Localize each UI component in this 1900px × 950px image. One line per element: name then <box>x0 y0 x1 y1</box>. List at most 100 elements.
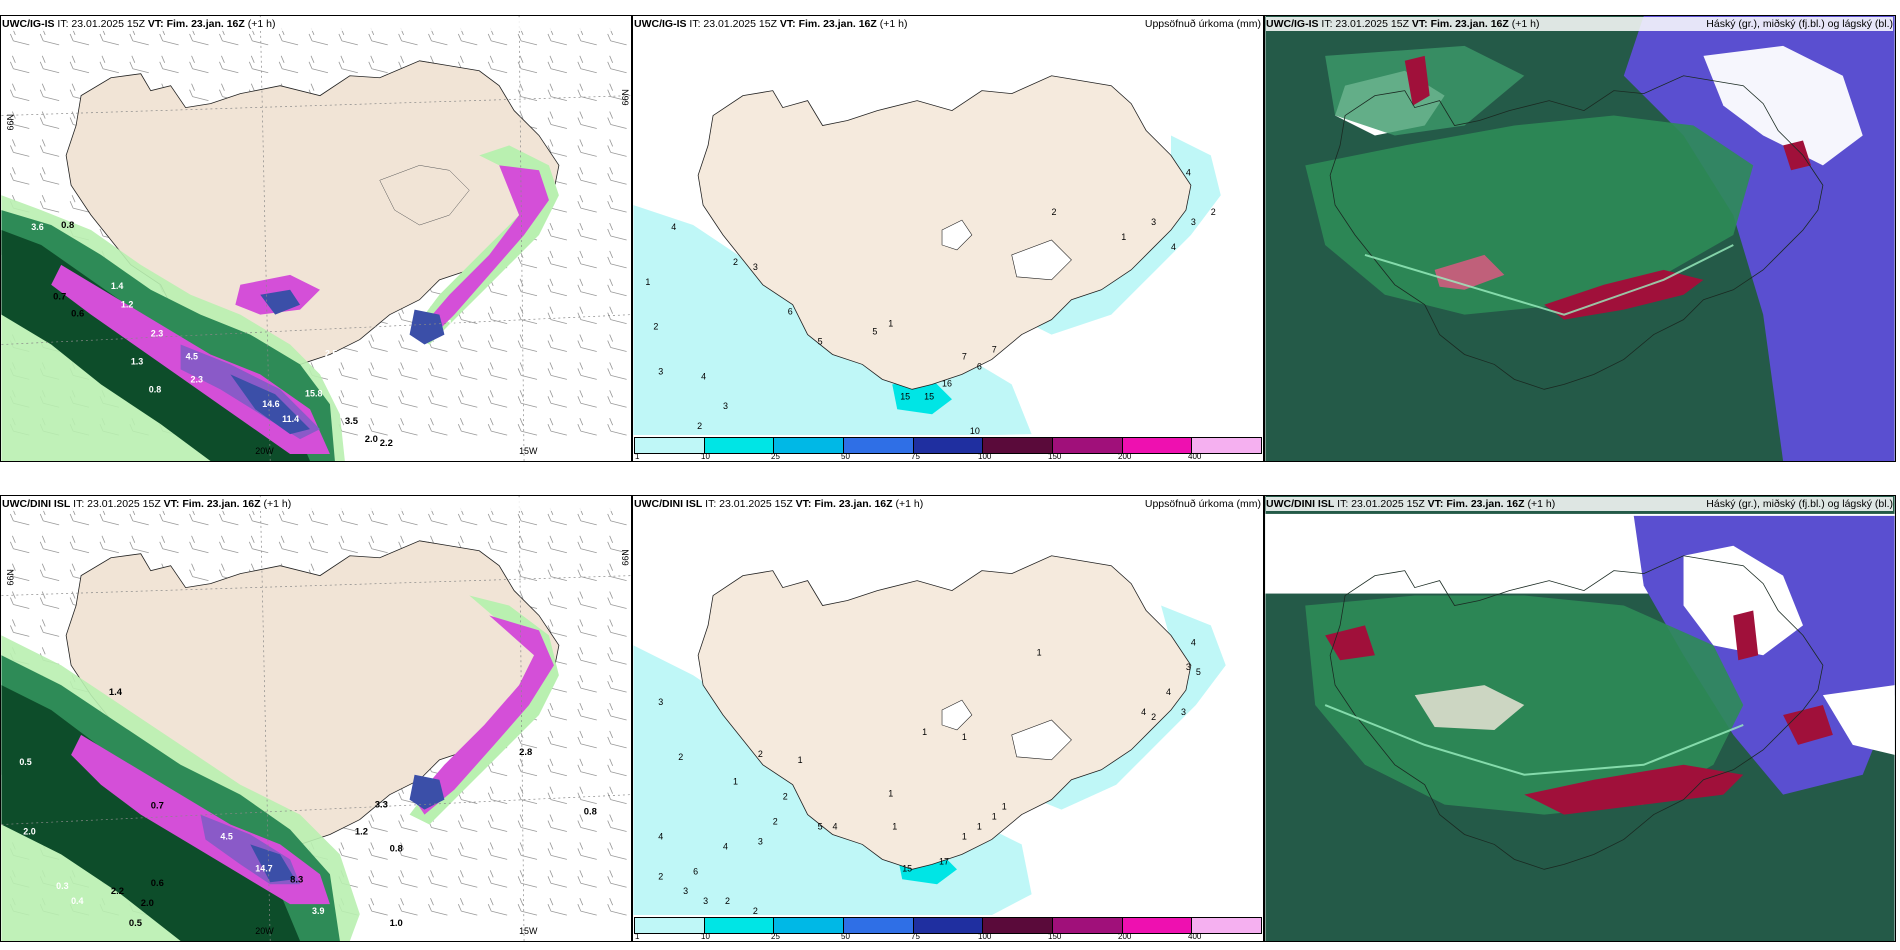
wind-barb-icon <box>607 418 627 436</box>
wind-barb-icon <box>99 535 119 554</box>
wind-barb-icon <box>428 870 448 888</box>
wind-barb-icon <box>398 418 418 436</box>
precip-value: 5 <box>818 337 823 347</box>
wind-barb-icon <box>129 55 149 74</box>
snow-value: 0.6 <box>151 878 164 889</box>
wind-barb-icon <box>547 83 567 102</box>
snow-value: 14.7 <box>255 863 272 873</box>
wind-barb-icon <box>487 842 508 860</box>
lat-label-66n: 66N <box>5 569 15 585</box>
wind-barb-icon <box>39 167 60 185</box>
precip-value: 1 <box>888 789 893 799</box>
panel-header: UWC/IG-IS IT: 23.01.2025 15Z VT: Fim. 23… <box>2 17 629 31</box>
valid-time: Fim. 23.jan. 16Z <box>814 498 893 510</box>
colorbar-tick: 25 <box>771 452 780 461</box>
precip-value: 1 <box>888 319 893 329</box>
wind-barb-icon <box>547 619 567 637</box>
snow-value: 0.7 <box>53 292 66 303</box>
valid-time-label: VT: <box>1411 18 1428 30</box>
wind-barb-icon <box>39 535 60 554</box>
colorbar-tick: 100 <box>978 932 992 941</box>
wind-barb-icon <box>487 334 508 352</box>
colorbar-tick: 1 <box>635 932 640 941</box>
wind-barb-icon <box>547 758 567 777</box>
model-name: UWC/IG-IS <box>2 18 55 30</box>
wind-barb-icon <box>428 898 448 916</box>
precip-value: 3 <box>1151 217 1156 227</box>
precip-value: 4 <box>1166 687 1171 697</box>
wind-barb-icon <box>547 55 567 74</box>
model-name: UWC/DINI ISL <box>634 498 703 510</box>
wind-barb-icon <box>577 814 597 832</box>
precip-value: 2 <box>758 749 763 759</box>
wind-barb-icon <box>398 390 418 408</box>
precip-value: 3 <box>658 697 663 707</box>
cloud-map <box>1265 16 1895 461</box>
wind-barb-icon <box>547 278 567 297</box>
snow-wind-map: 66N 66N 20W 15W 0.8 3.6 0.7 0.6 1.4 1.2 … <box>1 16 631 461</box>
snow-value: 0.8 <box>584 807 597 818</box>
wind-barb-icon <box>577 195 597 213</box>
wind-barb-icon <box>577 306 597 325</box>
wind-barb-icon <box>577 334 597 352</box>
field-title: Háský (gr.), miðský (fj.bl.) og lágský (… <box>1706 498 1893 510</box>
snow-value: 1.4 <box>111 281 123 291</box>
wind-barb-icon <box>607 306 627 325</box>
wind-barb-icon <box>607 786 627 805</box>
snow-value: 3.6 <box>31 222 43 232</box>
wind-barb-icon <box>99 55 119 74</box>
wind-barb-icon <box>607 758 627 777</box>
wind-barb-icon <box>577 250 597 269</box>
snow-labels: 0.8 3.6 0.7 0.6 1.4 1.2 2.3 4.5 1.3 2.3 … <box>31 220 460 449</box>
wind-barb-icon <box>517 362 538 380</box>
snow-value: 0.5 <box>129 918 142 929</box>
wind-barb-icon <box>189 55 209 74</box>
colorbar-tick: 25 <box>771 932 780 941</box>
precip-value: 4 <box>833 822 838 832</box>
wind-barb-icon <box>487 362 508 380</box>
precip-value: 2 <box>653 322 658 332</box>
colorbar-tick: 50 <box>841 932 850 941</box>
colorbar-tick: 10 <box>701 932 710 941</box>
precip-value: 6 <box>693 866 698 876</box>
lon-label-20w: 20W <box>255 926 274 936</box>
precip-value: 7 <box>992 344 997 354</box>
snow-value: 11.4 <box>282 414 299 424</box>
precip-map: 3 2 1 2 4 2 3 5 4 2 1 1 1 3 2 3 4 4 5 4 … <box>633 496 1263 941</box>
precip-value: 1 <box>1121 232 1126 242</box>
wind-barb-icon <box>368 535 388 554</box>
wind-barb-icon <box>368 842 388 860</box>
precip-value: 4 <box>723 841 728 851</box>
valid-time-label: VT: <box>1427 498 1444 510</box>
model-name: UWC/IG-IS <box>1266 18 1319 30</box>
wind-barb-icon <box>517 55 538 74</box>
snow-value: 0.8 <box>420 351 432 361</box>
wind-barb-icon <box>398 334 418 352</box>
init-time: IT: 23.01.2025 15Z <box>689 18 777 30</box>
snow-value: 2.0 <box>365 434 378 445</box>
wind-barb-icon <box>517 306 538 325</box>
colorbar-bin <box>774 918 845 933</box>
wind-barb-icon <box>517 786 538 805</box>
colorbar-tick: 75 <box>911 932 920 941</box>
colorbar-bin <box>1053 918 1123 933</box>
precip-value: 15 <box>902 863 912 873</box>
precip-value: 6 <box>788 307 793 317</box>
wind-barb-icon <box>248 535 269 554</box>
wind-barb-icon <box>517 535 538 554</box>
wind-barb-icon <box>428 362 448 380</box>
precip-value: 17 <box>939 856 949 866</box>
precip-value: 15 <box>924 391 934 401</box>
wind-barb-icon <box>607 250 627 269</box>
snow-wind-map: 66N 66N 20W 15W 1.4 2.0 0.7 0.5 0.3 0.4 … <box>1 496 631 941</box>
snow-value: 2.2 <box>380 438 393 449</box>
precip-value: 5 <box>818 822 823 832</box>
precip-value: 2 <box>753 906 758 916</box>
valid-time-label: VT: <box>147 18 164 30</box>
wind-barb-icon <box>547 898 567 916</box>
wind-barb-icon <box>577 167 597 185</box>
wind-barb-icon <box>577 222 597 241</box>
colorbar-bin <box>635 918 705 933</box>
snow-value: 2.0 <box>23 826 35 836</box>
precip-value: 4 <box>1186 167 1191 177</box>
